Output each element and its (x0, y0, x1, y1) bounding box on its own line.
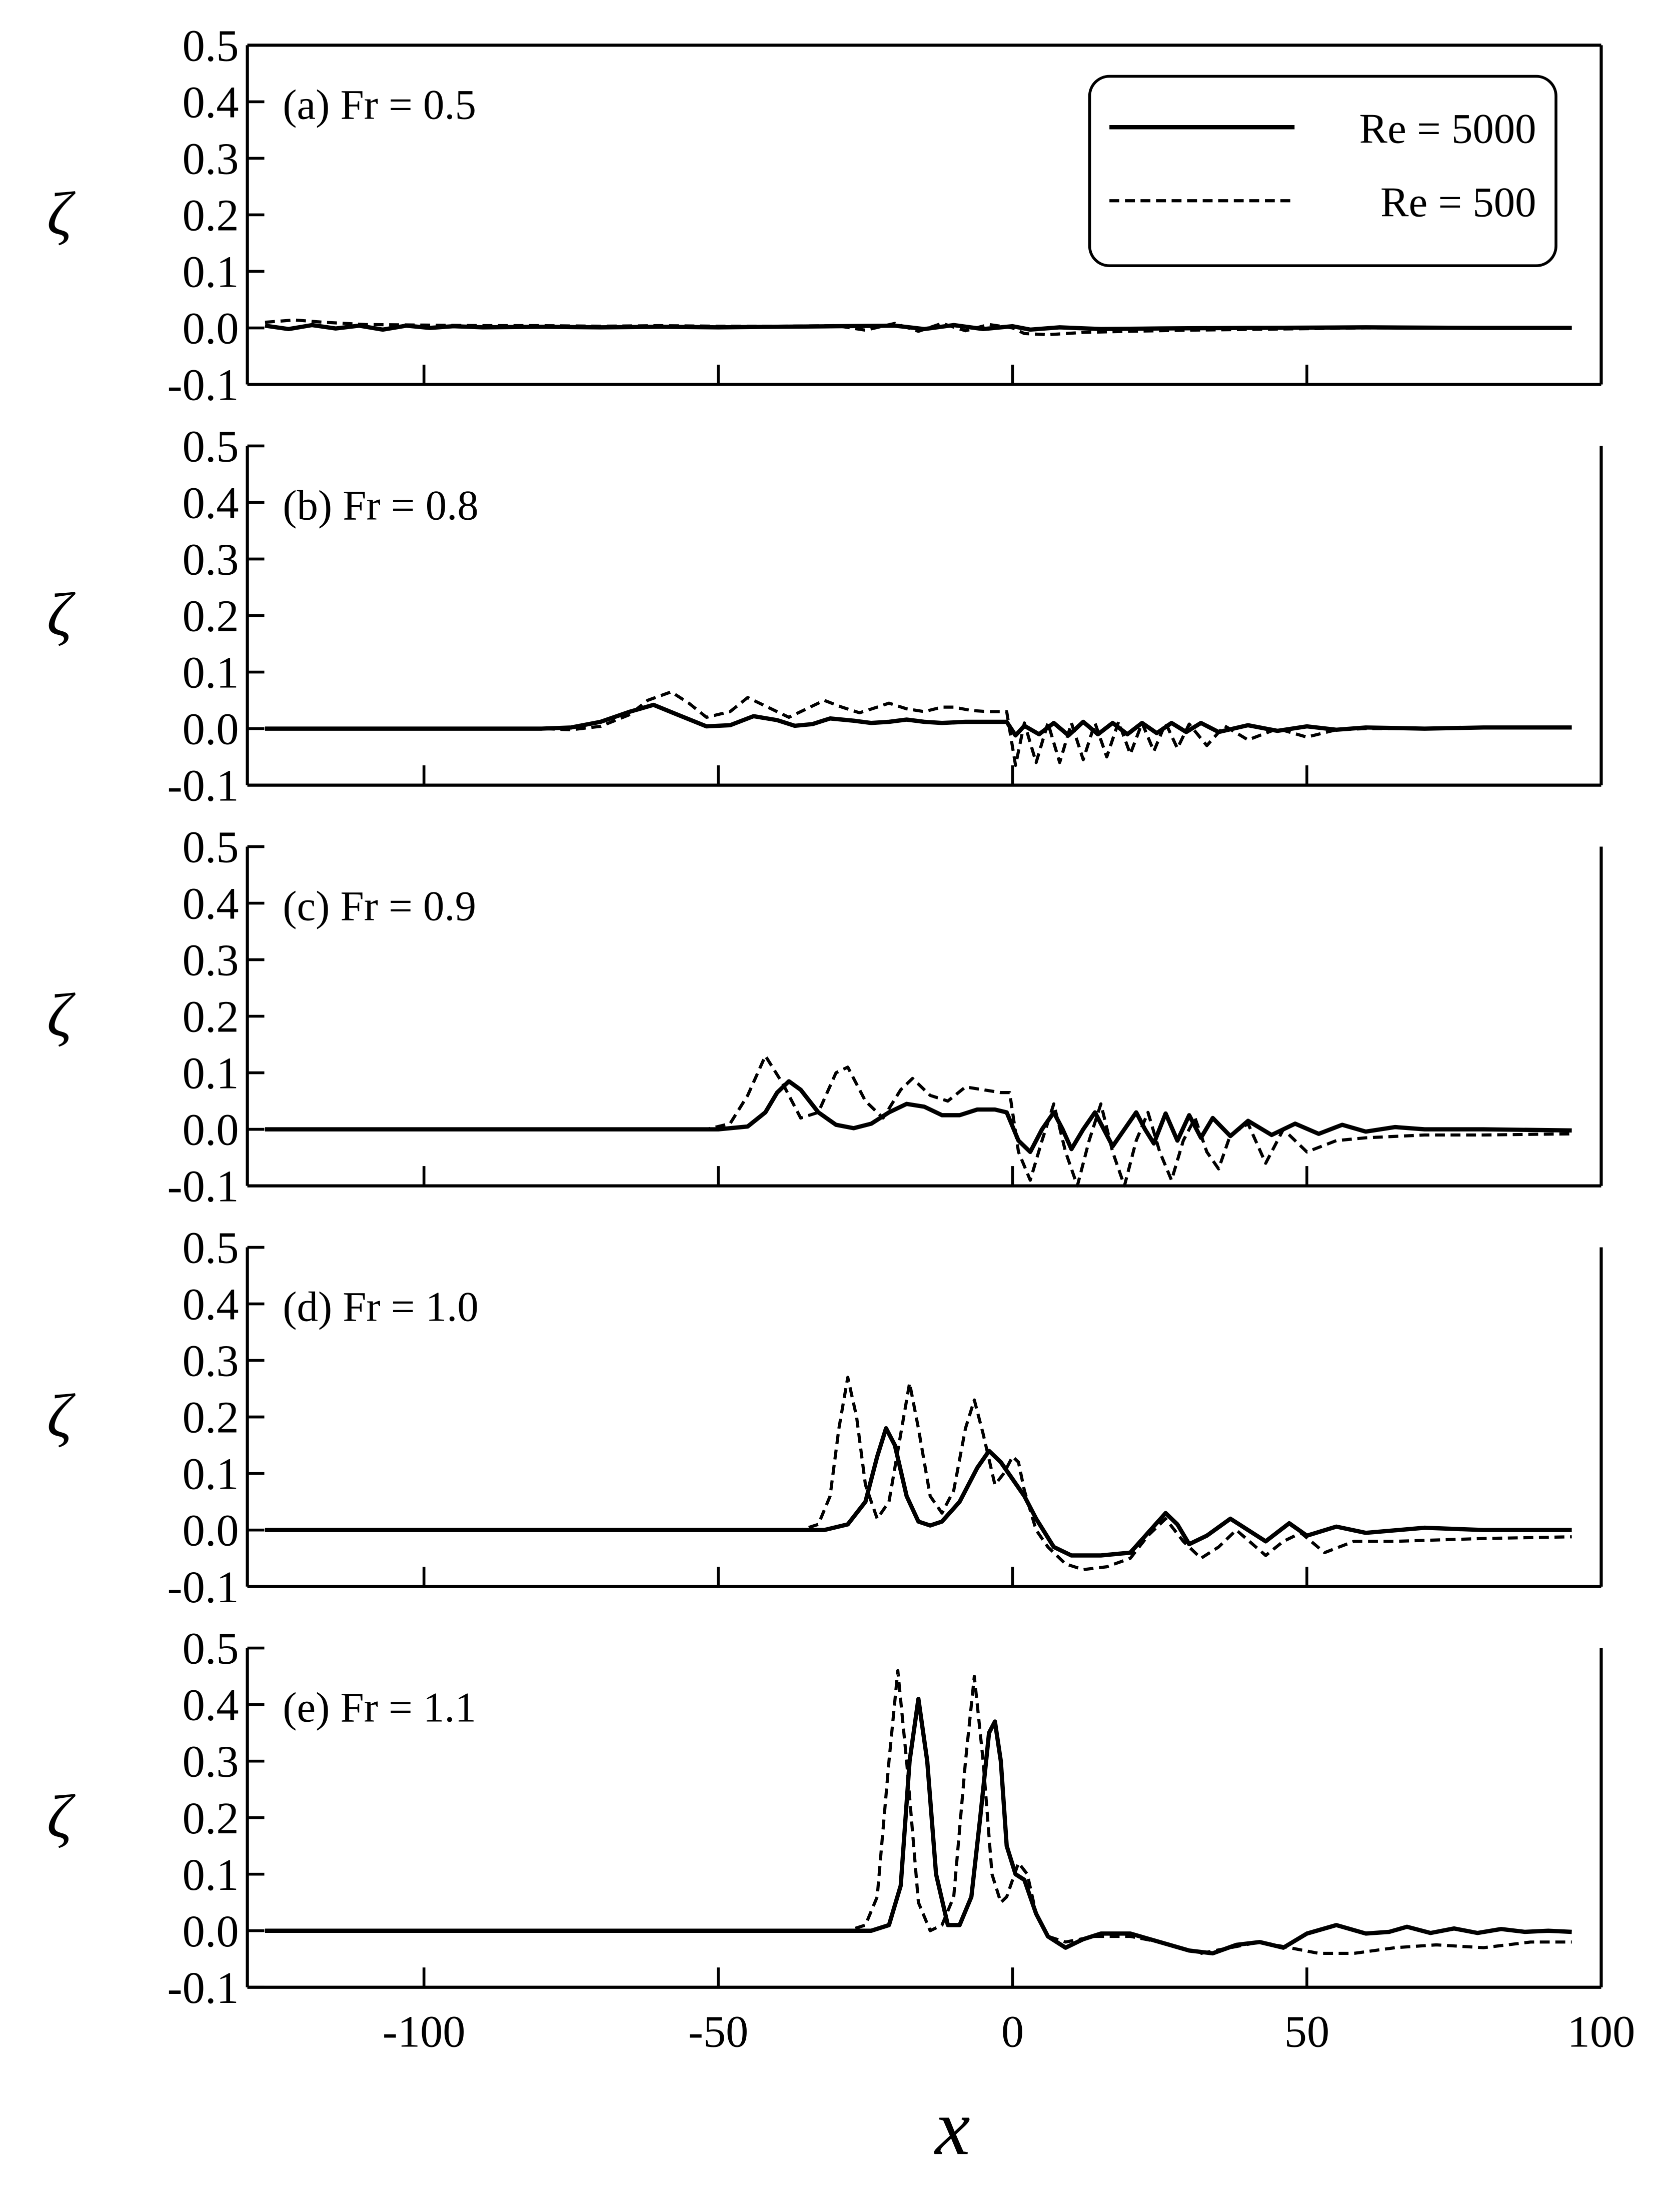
data-line (265, 1669, 1572, 1955)
x-tick-label: -50 (688, 2006, 749, 2056)
y-tick-label: 0.4 (183, 878, 239, 929)
y-axis-label: ζ (47, 1782, 76, 1851)
panel-title: (e) Fr = 1.1 (283, 1684, 476, 1731)
y-tick-label: 0.4 (183, 1279, 239, 1330)
y-tick-label: 0.4 (183, 77, 239, 128)
y-tick-label: -0.1 (168, 1962, 239, 2013)
legend-label: Re = 500 (1380, 179, 1536, 226)
y-tick-label: 0.4 (183, 1680, 239, 1730)
x-tick-label: -100 (383, 2006, 466, 2056)
y-tick-label: 0.0 (183, 1505, 239, 1556)
data-line (265, 1079, 1572, 1155)
y-tick-label: -0.1 (168, 1562, 239, 1612)
y-tick-label: 0.5 (183, 1623, 239, 1674)
y-tick-label: 0.1 (183, 247, 239, 297)
y-tick-label: 0.5 (183, 421, 239, 472)
data-line (265, 323, 1572, 332)
y-tick-label: -0.1 (168, 1161, 239, 1212)
data-line (265, 702, 1572, 738)
panel-title: (c) Fr = 0.9 (283, 882, 476, 929)
y-tick-label: 0.3 (183, 1736, 239, 1787)
y-tick-label: 0.3 (183, 1336, 239, 1386)
y-tick-label: 0.3 (183, 534, 239, 585)
y-tick-label: 0.1 (183, 1048, 239, 1098)
data-line (265, 690, 1572, 767)
panel-title: (b) Fr = 0.8 (283, 482, 478, 529)
y-tick-label: 0.0 (183, 704, 239, 754)
y-tick-label: 0.2 (183, 1793, 239, 1843)
y-tick-label: 0.1 (183, 1849, 239, 1900)
y-tick-label: 0.1 (183, 647, 239, 698)
data-line (265, 1054, 1572, 1188)
y-tick-label: 0.0 (183, 303, 239, 354)
x-tick-label: 50 (1284, 2006, 1329, 2056)
y-axis-label: ζ (47, 1381, 76, 1450)
y-tick-label: -0.1 (168, 360, 239, 410)
y-tick-label: 0.3 (183, 935, 239, 985)
y-tick-label: 0.2 (183, 591, 239, 641)
x-tick-label: 100 (1567, 2006, 1635, 2056)
data-line (265, 1426, 1572, 1558)
y-axis-label: ζ (47, 980, 76, 1049)
y-tick-label: -0.1 (168, 760, 239, 811)
y-tick-label: 0.5 (183, 1223, 239, 1273)
y-tick-label: 0.0 (183, 1906, 239, 1956)
data-line (265, 1376, 1572, 1571)
y-tick-label: 0.4 (183, 478, 239, 528)
y-tick-label: 0.2 (183, 1392, 239, 1443)
panel-title: (a) Fr = 0.5 (283, 81, 476, 128)
panel-title: (d) Fr = 1.0 (283, 1283, 478, 1330)
y-tick-label: 0.5 (183, 822, 239, 872)
y-tick-label: 0.2 (183, 991, 239, 1042)
y-tick-label: 0.0 (183, 1104, 239, 1155)
legend-box (1088, 75, 1557, 268)
legend-label: Re = 5000 (1359, 105, 1536, 152)
y-tick-label: 0.3 (183, 134, 239, 184)
y-axis-label: ζ (47, 179, 76, 248)
y-tick-label: 0.1 (183, 1449, 239, 1499)
x-axis-label: x (934, 2084, 970, 2171)
x-tick-label: 0 (1001, 2006, 1024, 2056)
y-axis-label: ζ (47, 580, 76, 649)
y-tick-label: 0.2 (183, 190, 239, 241)
data-line (265, 1697, 1572, 1956)
y-tick-label: 0.5 (183, 20, 239, 71)
data-line (265, 318, 1572, 337)
